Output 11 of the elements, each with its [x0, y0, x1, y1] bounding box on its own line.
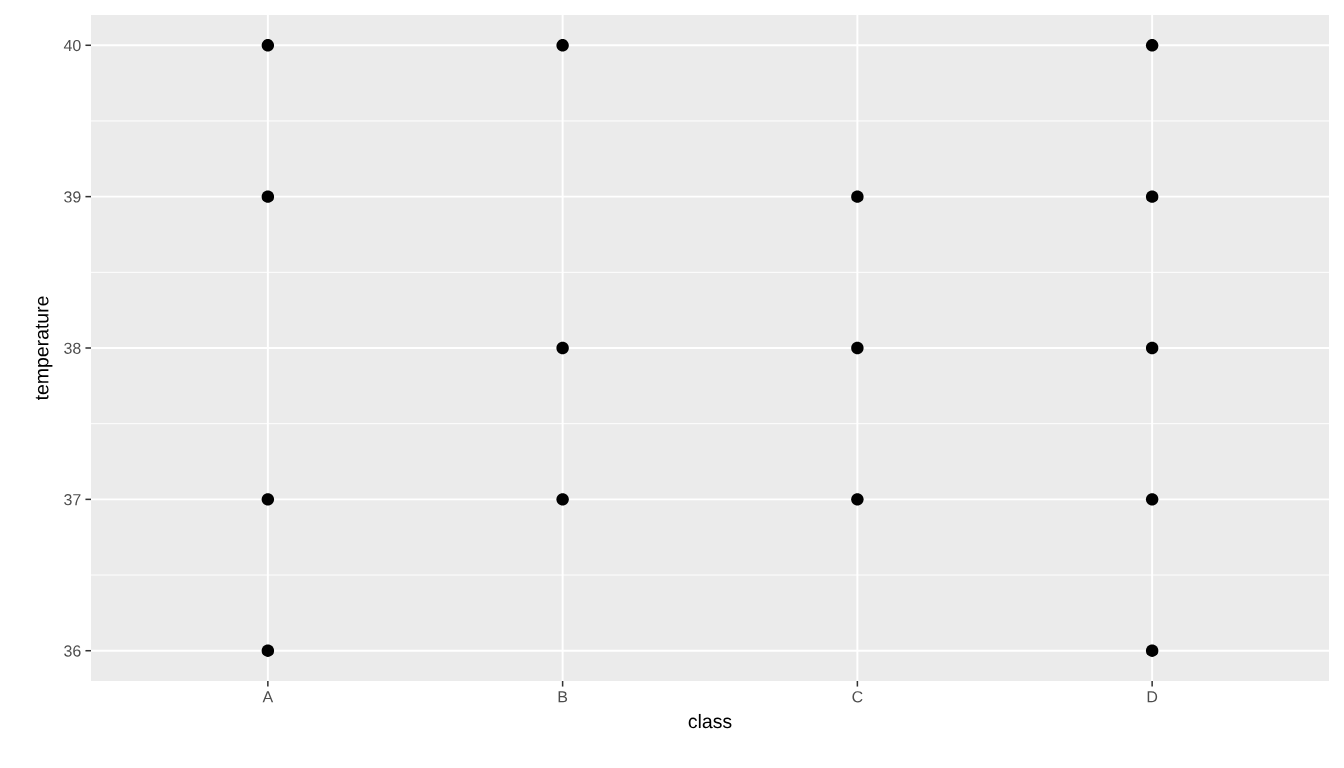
x-tick-label: C	[852, 691, 863, 703]
y-tick-label: 36	[64, 645, 81, 657]
x-tick-label: D	[1147, 691, 1158, 703]
y-tick-label: 38	[64, 342, 81, 354]
y-axis-title: temperature	[35, 296, 53, 401]
y-tick-label: 37	[64, 494, 81, 506]
y-tick-label: 39	[64, 191, 81, 203]
x-tick-label: B	[558, 691, 568, 703]
x-tick-label: A	[262, 691, 274, 703]
x-axis-title: class	[688, 713, 732, 729]
y-tick-label: 40	[63, 39, 81, 52]
